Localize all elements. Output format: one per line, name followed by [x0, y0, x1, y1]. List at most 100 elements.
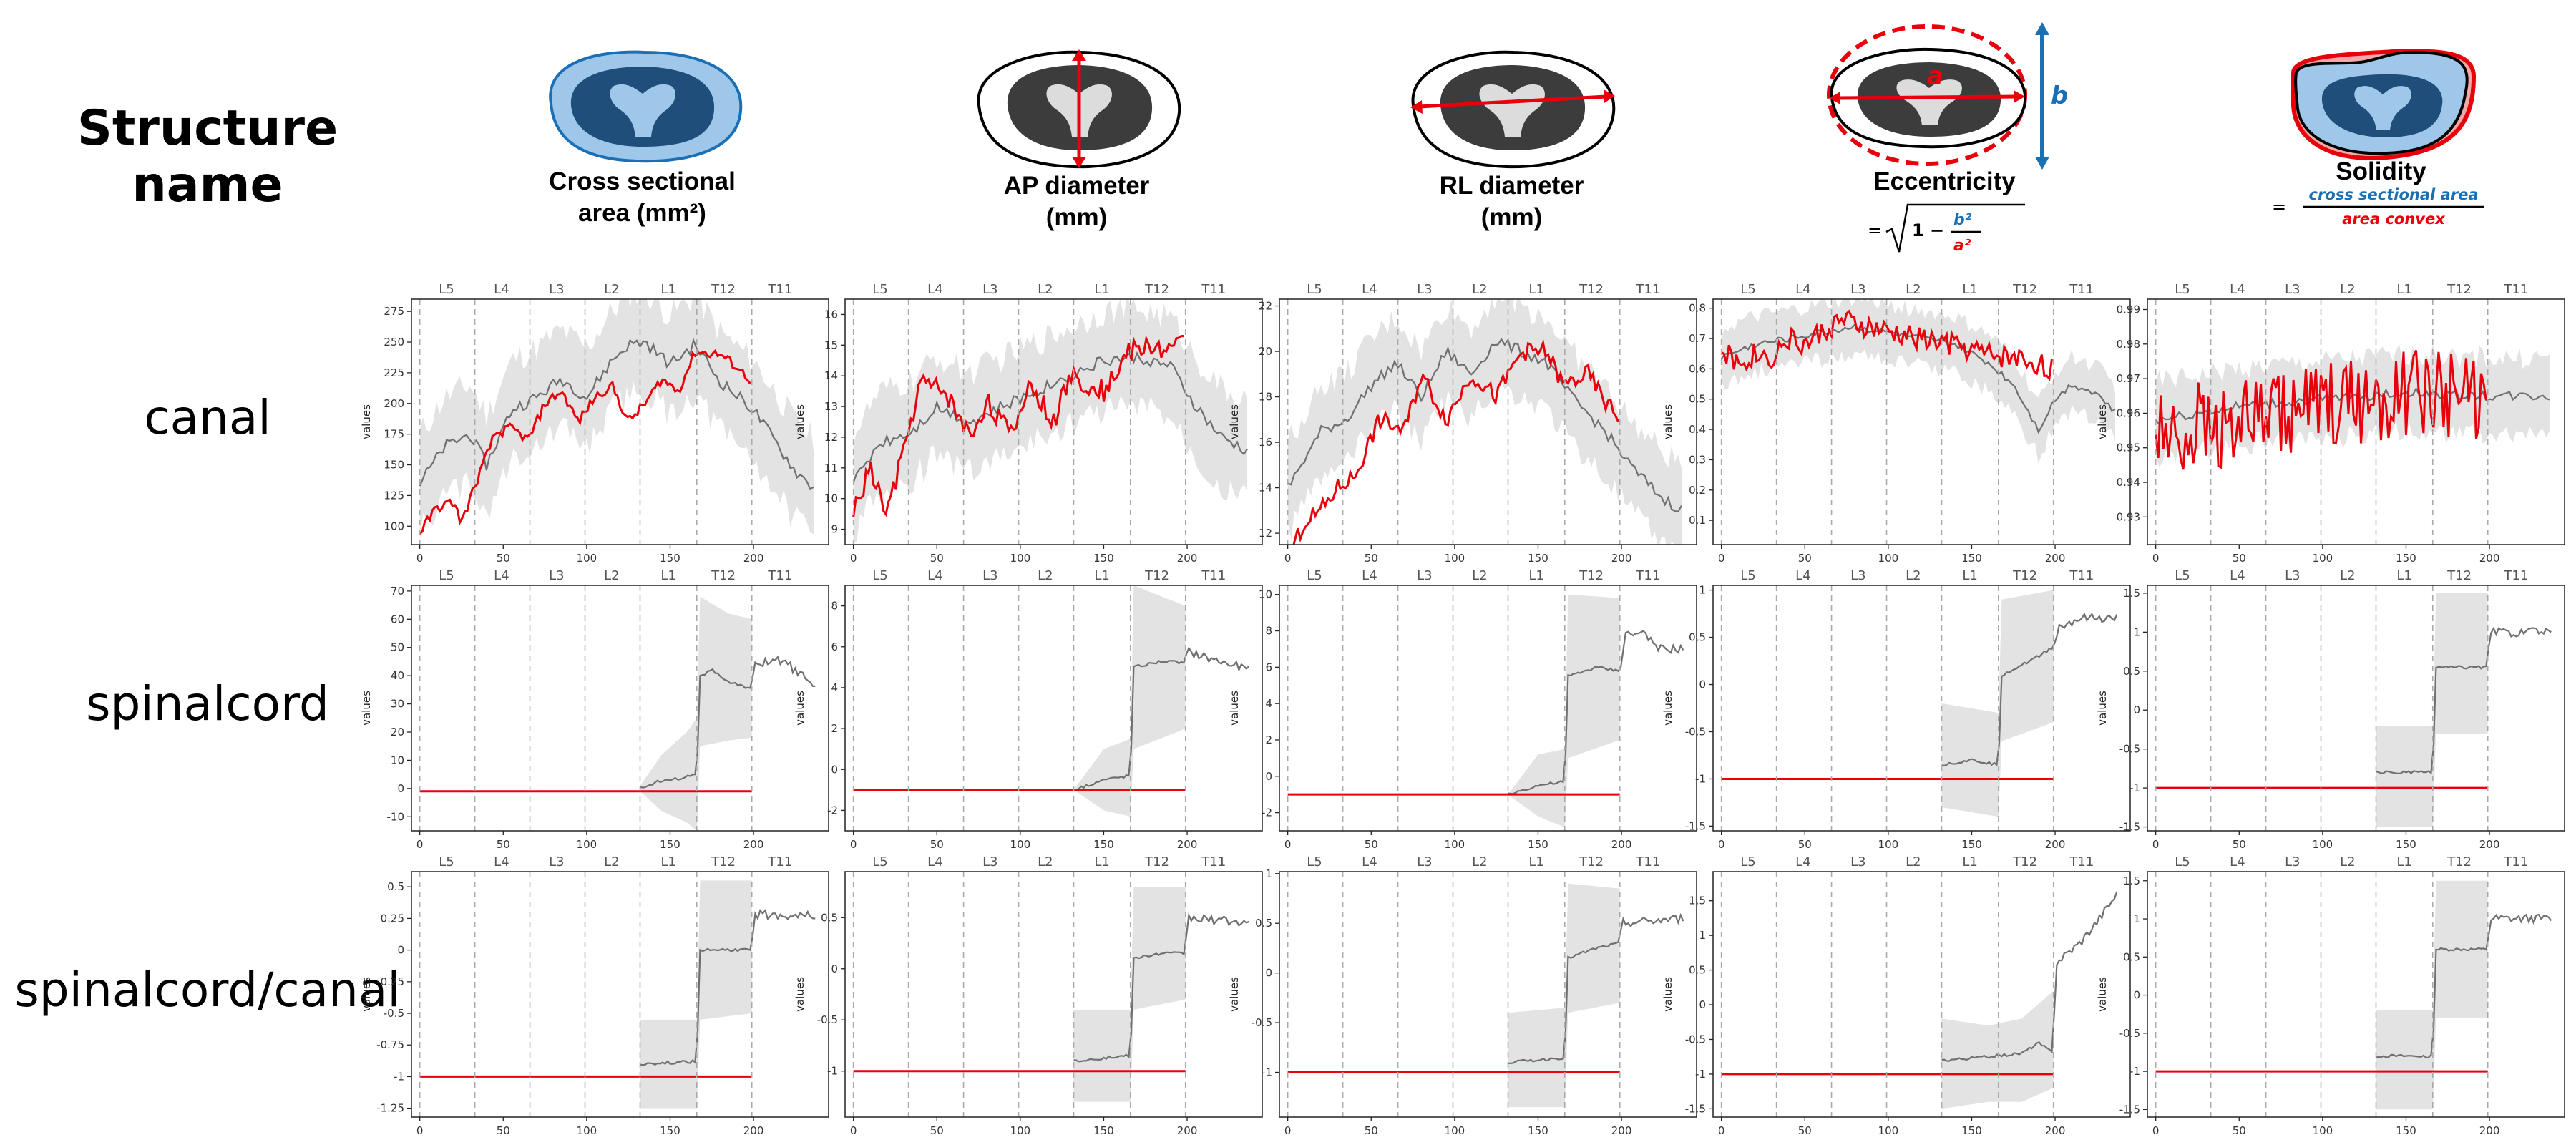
- vertebra-label-l2: L2: [1038, 568, 1053, 583]
- vertebra-label-t11: T11: [767, 568, 792, 583]
- vertebra-label-l4: L4: [927, 854, 942, 869]
- y-tick-label: 0.5: [1689, 393, 1706, 406]
- y-tick-label: -0.5: [2119, 743, 2140, 756]
- vertebra-label-t12: T12: [1579, 854, 1604, 869]
- solidity-formula-denominator: area convex: [2342, 210, 2446, 228]
- y-tick-label: -10: [387, 810, 405, 823]
- plot-frame: [1712, 871, 2131, 1118]
- vertebra-label-l5: L5: [872, 568, 887, 583]
- eccentricity-formula-eq: =: [1868, 220, 1882, 240]
- column-header-ap: AP diameter (mm): [935, 170, 1218, 233]
- y-tick-label: 1: [1699, 584, 1706, 597]
- x-tick-label: 150: [660, 1124, 680, 1137]
- y-tick-label: 16: [1259, 436, 1272, 449]
- x-tick-label: 100: [1878, 552, 1899, 565]
- y-tick-label: 1: [2133, 625, 2140, 638]
- vertebra-label-l3: L3: [1850, 854, 1865, 869]
- y-axis-label: values: [1662, 404, 1674, 439]
- eccentricity-a-label: a: [1927, 62, 1943, 90]
- y-tick-label: -0.5: [1685, 725, 1706, 738]
- y-tick-label: 0.5: [2123, 950, 2140, 963]
- x-tick-label: 100: [2313, 838, 2333, 851]
- vertebra-label-t11: T11: [2503, 568, 2528, 583]
- y-axis-label: values: [794, 691, 806, 726]
- x-tick-label: 50: [1365, 838, 1378, 851]
- x-tick-label: 50: [2233, 838, 2246, 851]
- x-tick-label: 0: [1284, 552, 1292, 565]
- csa-illustration-icon: [549, 50, 743, 163]
- y-tick-label: 0.2: [1689, 484, 1706, 497]
- y-tick-label: 13: [824, 400, 838, 413]
- vertebra-label-l5: L5: [1307, 282, 1322, 297]
- y-tick-label: 0: [1265, 770, 1272, 783]
- vertebra-label-t12: T12: [711, 568, 736, 583]
- y-tick-label: 1: [2133, 912, 2140, 925]
- vertebra-label-l5: L5: [2175, 282, 2190, 297]
- vertebra-label-l1: L1: [660, 568, 675, 583]
- y-tick-label: 15: [824, 338, 838, 351]
- plot-frame: [411, 871, 829, 1118]
- y-tick-label: 0.98: [2117, 338, 2140, 351]
- y-tick-label: -1.5: [1685, 1102, 1706, 1115]
- x-tick-label: 50: [1365, 552, 1378, 565]
- band-spinalcord-ap: [1073, 585, 1186, 817]
- y-axis-label: values: [794, 404, 806, 439]
- x-tick-label: 100: [1445, 838, 1465, 851]
- y-tick-label: 22: [1259, 300, 1272, 313]
- x-tick-label: 200: [1177, 552, 1198, 565]
- x-tick-label: 150: [1093, 552, 1114, 565]
- x-tick-label: 50: [2233, 552, 2246, 565]
- vertebra-label-l5: L5: [872, 282, 887, 297]
- y-tick-label: 0.25: [381, 912, 404, 925]
- vertebra-label-l4: L4: [927, 568, 942, 583]
- y-axis-label: values: [2096, 404, 2109, 439]
- x-tick-label: 100: [1010, 1124, 1031, 1137]
- x-tick-label: 100: [2313, 552, 2333, 565]
- column-unit-ap: (mm): [1045, 203, 1108, 231]
- y-tick-label: -0.5: [817, 1013, 838, 1026]
- x-tick-label: 50: [1798, 552, 1812, 565]
- mean-line-spinalcord-ap: [1073, 646, 1250, 791]
- y-tick-label: 0: [2133, 989, 2140, 1002]
- vertebra-label-l1: L1: [1528, 282, 1543, 297]
- panel-ratio-ecc: L5 L4 L3 L2 L1 T12 T11 0 50 100 150 200 -1.5 -1 -0.5 0 0…: [1662, 854, 2131, 1137]
- y-tick-label: 12: [1259, 527, 1272, 540]
- x-tick-label: 150: [2396, 552, 2416, 565]
- x-tick-label: 200: [2045, 1124, 2066, 1137]
- y-tick-label: -1: [1695, 1068, 1706, 1081]
- vertebra-label-t12: T12: [1579, 568, 1604, 583]
- x-tick-label: 200: [2045, 552, 2066, 565]
- band-ratio-csa: [640, 880, 752, 1109]
- band-spinalcord-rl: [1508, 594, 1620, 827]
- y-axis-label: values: [2096, 691, 2109, 726]
- y-tick-label: 12: [824, 431, 838, 444]
- vertebra-label-l2: L2: [1906, 568, 1921, 583]
- vertebra-label-t11: T11: [1201, 568, 1226, 583]
- y-tick-label: 0: [1699, 998, 1706, 1011]
- y-tick-label: 8: [1265, 625, 1272, 638]
- vertebra-label-t12: T12: [2012, 568, 2037, 583]
- vertebra-label-l2: L2: [1472, 282, 1487, 297]
- vertebra-label-l1: L1: [2396, 568, 2411, 583]
- y-tick-label: 0.5: [1255, 917, 1272, 930]
- x-tick-label: 200: [2479, 552, 2500, 565]
- y-tick-label: 60: [391, 613, 404, 625]
- vertebra-label-t12: T12: [1579, 282, 1604, 297]
- y-axis-label: values: [1228, 977, 1241, 1012]
- vertebra-label-t12: T12: [2012, 854, 2037, 869]
- x-tick-label: 0: [1718, 1124, 1725, 1137]
- vertebra-label-l4: L4: [1795, 568, 1810, 583]
- y-tick-label: 6: [1265, 661, 1272, 673]
- plot-frame: [2147, 585, 2565, 832]
- y-tick-label: 250: [384, 336, 404, 349]
- vertebra-label-l3: L3: [2285, 854, 2300, 869]
- x-tick-label: 100: [1445, 1124, 1465, 1137]
- plot-frame: [411, 585, 829, 832]
- column-header-rl: RL diameter (mm): [1370, 170, 1653, 233]
- mean-line-spinalcord-rl: [1508, 630, 1684, 795]
- x-tick-label: 50: [2233, 1124, 2246, 1137]
- y-tick-label: -1.5: [2119, 1103, 2140, 1116]
- vertebra-label-t11: T11: [1201, 282, 1226, 297]
- eccentricity-formula-one: 1 −: [1912, 220, 1944, 240]
- y-tick-label: -1: [2129, 1065, 2140, 1078]
